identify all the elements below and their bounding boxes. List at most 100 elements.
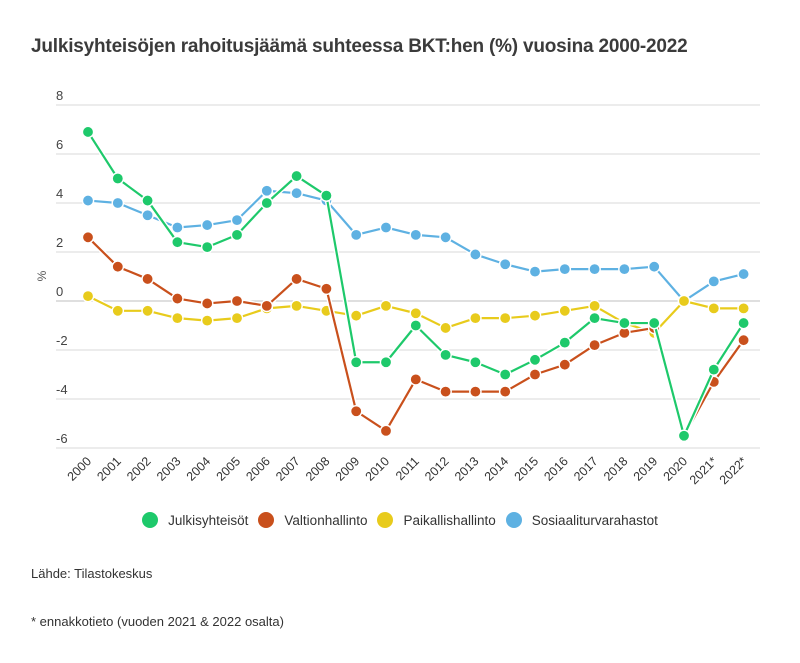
series-line [87,131,745,437]
x-tick-label: 2010 [363,454,393,484]
data-point [707,275,721,288]
data-point [737,316,750,330]
data-point [558,336,572,349]
data-point [171,221,184,234]
data-point [498,385,512,398]
data-point [230,213,244,227]
data-point [588,262,601,276]
x-tick-label: 2016 [541,454,571,484]
x-tick-label: 2003 [154,454,184,484]
data-point [320,282,333,296]
data-point [588,338,601,352]
data-point [111,260,125,274]
legend-marker-icon [505,512,522,528]
data-point [290,299,303,313]
data-point [439,385,452,398]
data-point [498,311,512,325]
data-point [260,196,274,210]
data-point [558,262,572,276]
data-point [290,169,303,183]
data-point [141,194,154,207]
x-tick-label: 2006 [243,454,273,484]
x-tick-label: 2014 [482,454,512,484]
data-point [469,385,482,398]
data-point [528,309,542,323]
x-tick-label: 2011 [393,454,422,483]
y-tick-label: 6 [56,137,63,152]
data-point [409,306,423,320]
gridlines [56,104,760,449]
y-tick-label: 2 [56,235,63,250]
chart-title: Julkisyhteisöjen rahoitusjäämä suhteessa… [31,36,688,57]
legend: Julkisyhteisöt Valtionhallinto Paikallis… [0,512,800,528]
data-point [618,262,631,276]
legend-item-paikallishallinto[interactable]: Paikallishallinto [377,512,496,528]
legend-item-valtionhallinto[interactable]: Valtionhallinto [258,512,367,528]
data-point [290,186,303,200]
x-tick-label: 2021* [687,454,720,487]
data-point [558,358,572,372]
legend-item-sosiaaliturvarahastot[interactable]: Sosiaaliturvarahastot [505,512,658,528]
data-point [737,267,750,281]
x-tick-label: 2020 [661,454,691,484]
data-point [588,311,601,325]
y-tick-label: 8 [56,88,63,103]
series-group [81,125,750,443]
data-point [469,248,482,261]
data-point [677,429,691,443]
y-tick-label: -4 [56,382,68,397]
legend-item-julkisyhteisot[interactable]: Julkisyhteisöt [142,512,248,528]
data-point [260,184,274,198]
legend-marker-icon [142,512,159,528]
data-point [349,309,363,323]
data-point [737,302,750,315]
x-tick-label: 2018 [601,454,631,484]
data-point [498,257,512,271]
data-point [81,230,95,244]
data-point [409,228,423,242]
series-julkisyhteisöt [81,125,750,443]
x-tick-label: 2013 [452,454,482,484]
data-point [528,265,542,278]
data-point [469,355,482,369]
data-point [290,272,303,286]
x-tick-label: 2005 [214,454,244,484]
data-point [230,311,244,325]
data-point [320,189,333,202]
y-axis-ticks: 8 6 4 2 0 -2 -4 -6 [56,88,68,446]
data-point [141,304,154,318]
data-point [379,424,393,438]
data-point [81,289,95,303]
x-tick-label: 2008 [303,454,333,484]
x-tick-label: 2022* [717,454,750,487]
legend-marker-icon [377,512,394,528]
data-point [379,299,393,313]
data-point [558,304,572,318]
data-point [349,355,363,369]
legend-marker-icon [258,512,275,528]
data-point [349,228,363,242]
y-tick-label: -2 [56,333,68,348]
data-point [618,316,631,330]
x-tick-label: 2015 [512,454,542,484]
data-point [439,321,452,335]
source-text: Lähde: Tilastokeskus [31,566,153,581]
y-tick-label: 0 [56,284,63,299]
data-point [707,302,721,315]
data-point [469,311,482,325]
data-point [737,333,750,347]
x-tick-label: 2017 [571,454,601,484]
data-point [260,299,274,313]
data-point [111,172,125,185]
data-point [171,292,184,305]
x-tick-label: 2001 [94,454,124,484]
data-point [439,230,452,244]
x-tick-label: 2012 [422,454,452,484]
footnote: * ennakkotieto (vuoden 2021 & 2022 osalt… [31,614,284,629]
data-point [707,363,721,376]
data-point [230,294,244,308]
x-tick-label: 2009 [333,454,363,484]
data-point [81,194,95,207]
data-point [200,218,214,232]
